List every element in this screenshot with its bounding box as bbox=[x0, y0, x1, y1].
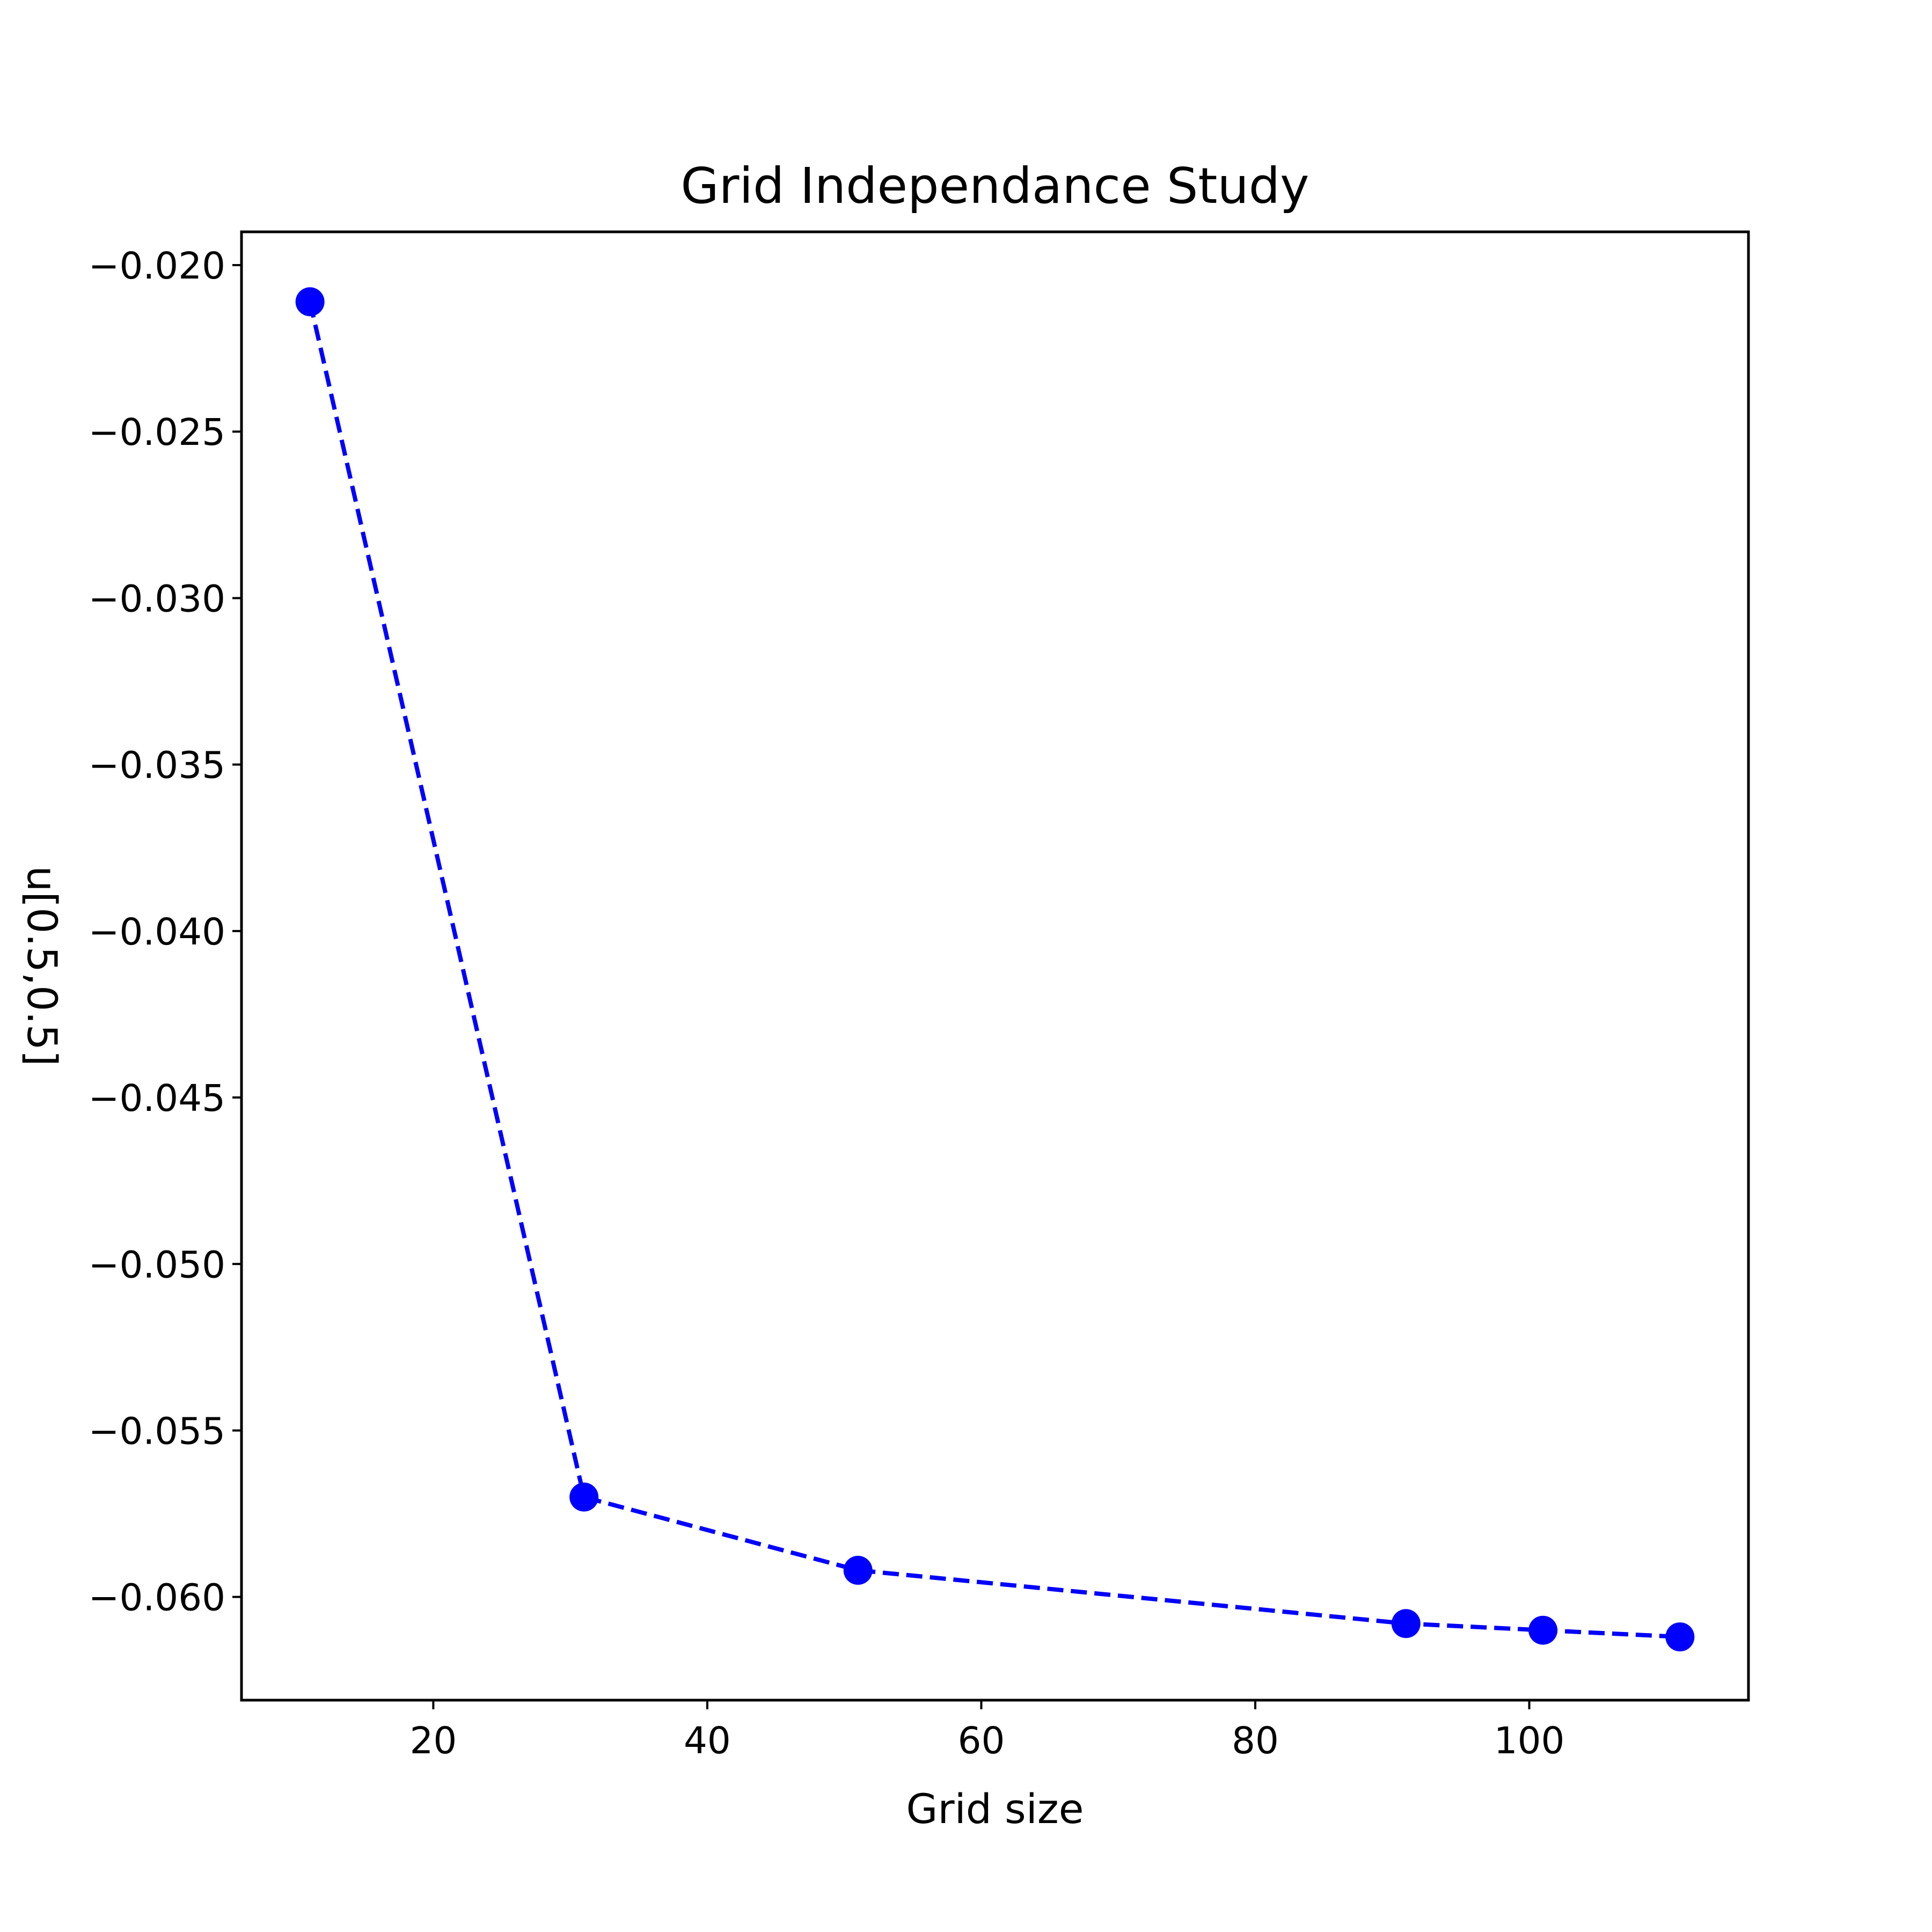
plot-area-frame bbox=[240, 230, 1750, 1702]
x-tick-label: 60 bbox=[958, 1719, 1005, 1762]
data-point bbox=[843, 1556, 873, 1585]
y-tick-label: −0.045 bbox=[89, 1077, 225, 1120]
y-tick-label: −0.055 bbox=[89, 1410, 225, 1453]
data-point bbox=[295, 287, 325, 317]
series-line bbox=[308, 301, 1680, 1640]
data-point bbox=[1665, 1622, 1695, 1652]
y-tick-label: −0.060 bbox=[89, 1577, 225, 1620]
y-tick-label: −0.050 bbox=[89, 1243, 225, 1286]
data-point bbox=[1391, 1609, 1421, 1638]
y-axis-ticks: −0.020 −0.025 −0.030 −0.035 −0.040 −0.045 −0.0… bbox=[89, 245, 241, 1620]
x-axis-ticks: 20 40 60 80 100 bbox=[409, 1700, 1564, 1762]
y-tick-label: −0.025 bbox=[89, 411, 225, 454]
data-point bbox=[1528, 1615, 1558, 1645]
y-tick-label: −0.035 bbox=[89, 744, 225, 787]
y-tick-label: −0.030 bbox=[89, 577, 225, 620]
x-tick-label: 100 bbox=[1494, 1719, 1565, 1762]
x-tick-label: 40 bbox=[684, 1719, 731, 1762]
chart-title: Grid Independance Study bbox=[680, 157, 1309, 215]
x-tick-label: 20 bbox=[409, 1719, 457, 1762]
series-layer bbox=[295, 287, 1695, 1652]
data-point bbox=[569, 1482, 599, 1512]
x-tick-label: 80 bbox=[1232, 1719, 1279, 1762]
x-axis-label: Grid size bbox=[906, 1785, 1084, 1833]
y-tick-label: −0.040 bbox=[89, 911, 225, 954]
y-axis-label: u[0.5,0.5] bbox=[18, 866, 66, 1066]
y-tick-label: −0.020 bbox=[89, 245, 225, 288]
